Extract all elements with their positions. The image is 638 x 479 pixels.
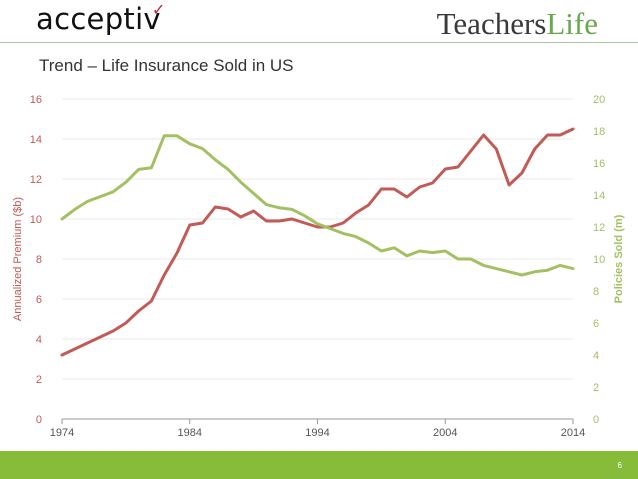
y-right-tick-label: 0	[593, 414, 599, 426]
y-right-tick-label: 8	[593, 286, 599, 298]
x-tick-label: 1984	[178, 427, 202, 439]
teacherslife-logo-part2: Life	[546, 6, 598, 41]
y-right-tick-label: 4	[593, 350, 599, 362]
y-right-tick-label: 12	[593, 222, 605, 234]
x-tick-label: 1994	[305, 427, 329, 439]
x-tick-label: 2014	[561, 427, 585, 439]
premium-series-line	[60, 127, 575, 357]
y-left-axis-label: Annualized Premium ($b)	[12, 197, 24, 321]
slide-title: Trend – Life Insurance Sold in US	[39, 56, 294, 75]
acceptiv-logo-text: acceptiv	[36, 2, 161, 36]
y-left-tick-label: 10	[30, 214, 42, 226]
y-right-tick-label: 16	[593, 158, 605, 170]
y-right-tick-label: 6	[593, 318, 599, 330]
y-left-tick-label: 4	[36, 334, 42, 346]
y-right-tick-label: 2	[593, 382, 599, 394]
y-right-axis-label: Policies Sold (m)	[613, 214, 625, 303]
x-tick-label: 2004	[433, 427, 457, 439]
header-divider	[0, 42, 638, 43]
page-number: 6	[617, 461, 622, 470]
logo-accent-mark: ✓	[151, 0, 166, 19]
teacherslife-logo: TeachersLife	[437, 6, 598, 42]
y-left-tick-label: 0	[36, 414, 42, 426]
y-left-tick-label: 12	[30, 174, 42, 186]
y-right-tick-label: 10	[593, 254, 605, 266]
y-left-tick-label: 14	[30, 134, 42, 146]
y-right-tick-label: 18	[593, 126, 605, 138]
y-left-tick-label: 16	[30, 94, 42, 106]
acceptiv-logo: acceptiv✓	[36, 0, 175, 36]
policies-series-line	[60, 134, 575, 277]
y-right-tick-label: 14	[593, 190, 605, 202]
y-left-tick-label: 8	[36, 254, 42, 266]
y-left-tick-label: 6	[36, 294, 42, 306]
y-right-tick-label: 20	[593, 94, 605, 106]
footer-bar: 6	[0, 451, 638, 479]
y-left-tick-label: 2	[36, 374, 42, 386]
teacherslife-logo-part1: Teachers	[436, 6, 547, 41]
x-tick-label: 1974	[50, 427, 74, 439]
